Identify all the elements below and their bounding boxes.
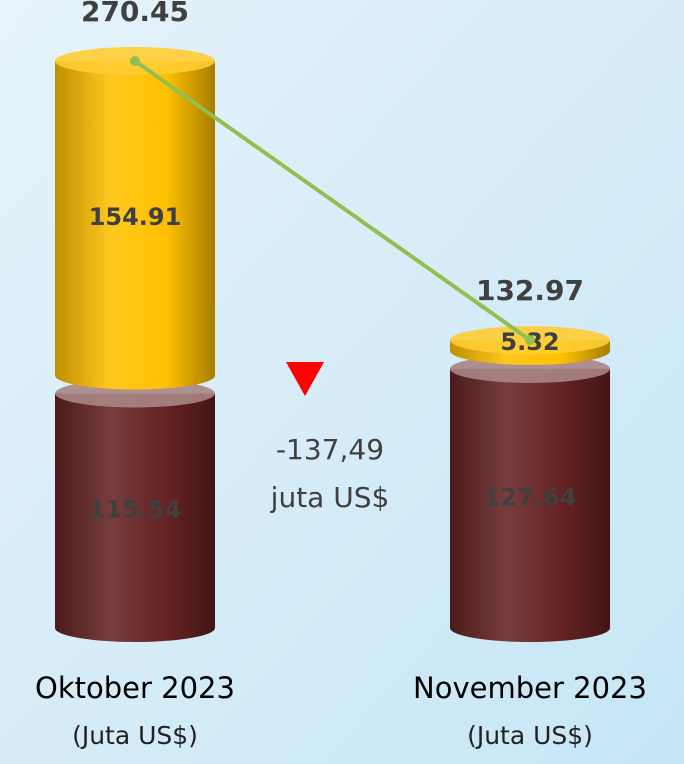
category-label: November 2023 <box>413 671 647 705</box>
total-line <box>133 59 532 342</box>
segment-label: 127.64 <box>484 483 577 511</box>
cylinder <box>450 368 610 642</box>
cylinder <box>55 60 215 390</box>
unit-label: (Juta US$) <box>467 721 593 750</box>
segment-label: 115.54 <box>89 496 182 524</box>
unit-label: (Juta US$) <box>72 721 198 750</box>
total-point <box>525 335 535 346</box>
category-label: Oktober 2023 <box>35 671 235 705</box>
total-point <box>130 55 140 66</box>
cylinder <box>55 393 215 642</box>
down-triangle <box>286 362 324 396</box>
annotation: juta US$ <box>270 481 390 514</box>
segment-label: 154.91 <box>89 203 182 231</box>
total-label: 132.97 <box>476 274 584 307</box>
annotation: -137,49 <box>276 433 384 466</box>
total-label: 270.45 <box>81 0 189 28</box>
